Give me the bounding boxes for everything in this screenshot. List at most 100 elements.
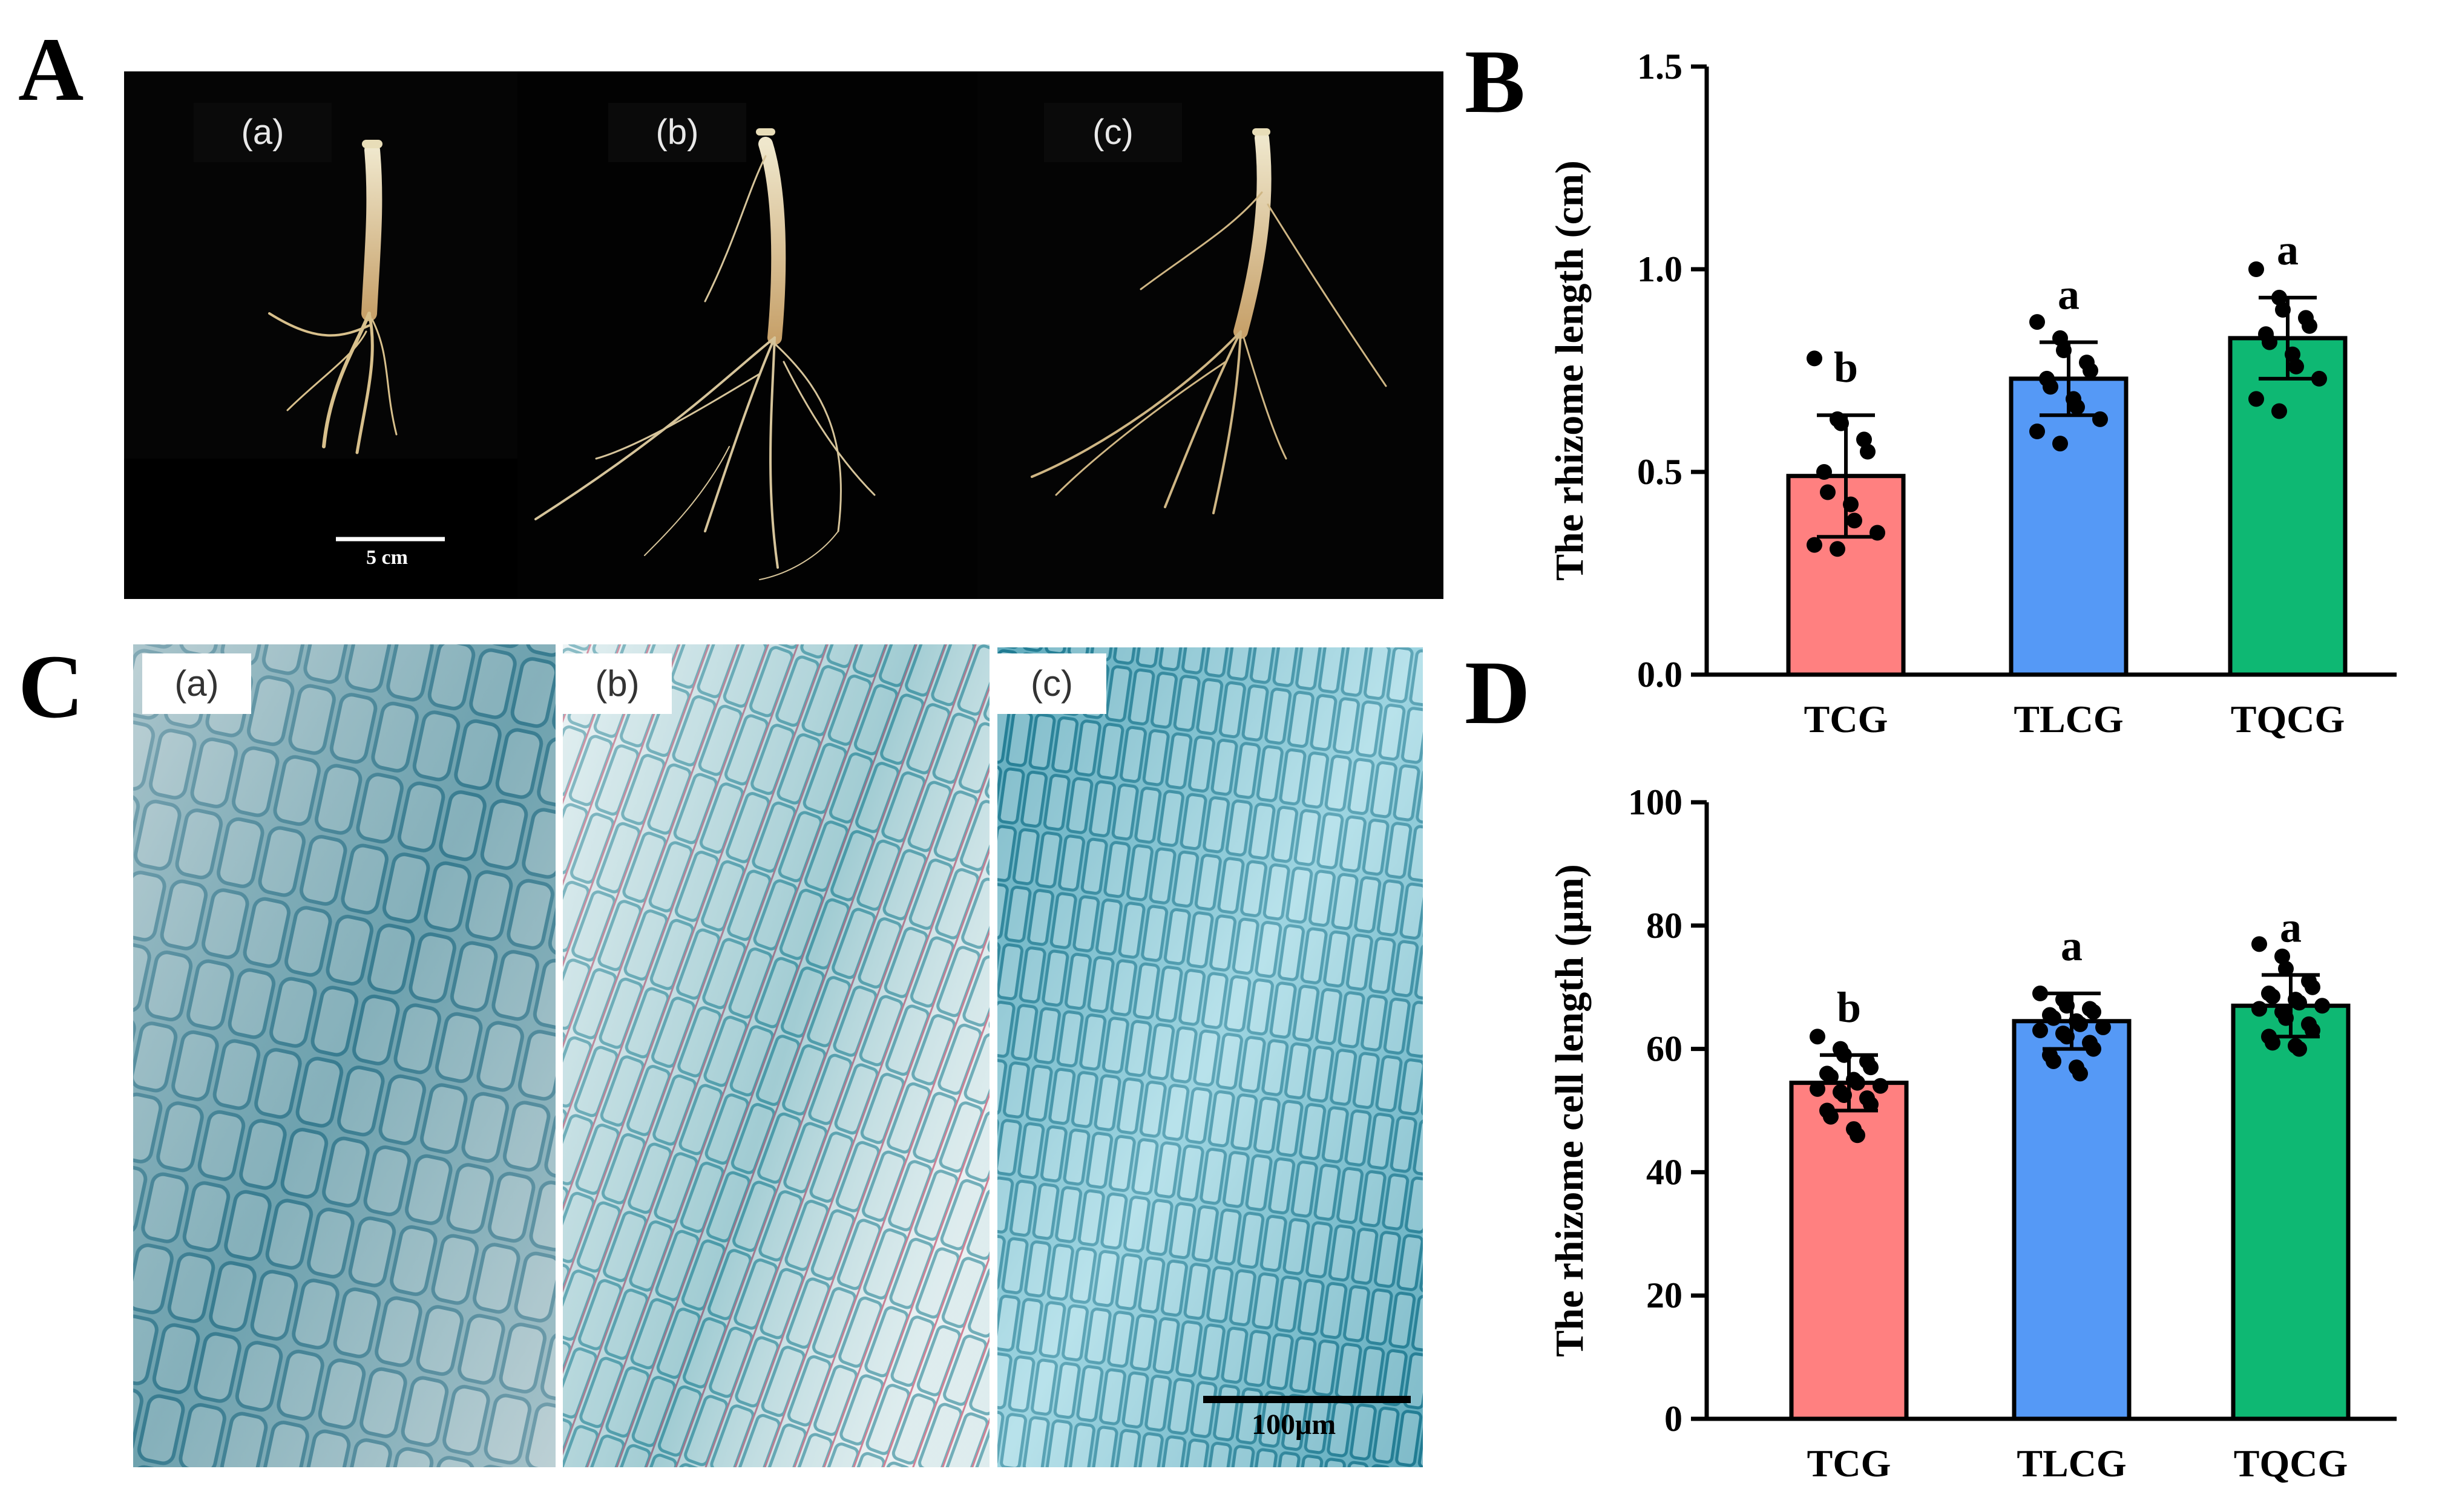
y-axis-label: The rhizome length (cm): [1549, 160, 1592, 581]
photo-sublabel-a: (a): [194, 103, 332, 162]
data-point: [2046, 1010, 2061, 1026]
data-point: [1850, 1127, 1865, 1144]
panel-letter-c: C: [18, 637, 84, 737]
data-point: [2029, 314, 2045, 330]
data-point: [2278, 1010, 2294, 1026]
data-point: [2052, 436, 2068, 452]
data-point: [2274, 948, 2290, 964]
data-point: [2029, 424, 2045, 439]
data-point: [1833, 415, 1849, 431]
y-tick-label: 0.0: [1637, 655, 1682, 695]
micrograph-c: 100μm (c): [997, 647, 1423, 1467]
category-label-tcg: TCG: [1804, 698, 1888, 741]
data-point: [1820, 484, 1836, 500]
data-point: [1823, 1108, 1839, 1125]
significance-label-tqcg: a: [2277, 226, 2299, 274]
data-point: [1863, 1059, 1879, 1076]
data-point: [1836, 1047, 1852, 1063]
data-point: [2302, 318, 2317, 334]
y-tick-label: 100: [1628, 782, 1682, 822]
data-point: [2311, 370, 2327, 387]
data-point: [2314, 998, 2330, 1014]
data-point: [2072, 1065, 2088, 1082]
data-point: [2288, 358, 2304, 375]
root-b-illustration: [534, 128, 876, 580]
data-point: [2032, 985, 2048, 1001]
data-point: [2086, 1041, 2101, 1057]
data-point: [2275, 302, 2291, 318]
micrograph-sublabel-c: (c): [997, 653, 1106, 714]
data-point: [2265, 1035, 2280, 1051]
micrograph-b: (b): [563, 644, 990, 1467]
significance-label-tlcg: a: [2058, 270, 2080, 319]
data-point: [2248, 391, 2264, 407]
data-point: [2069, 399, 2085, 415]
micrograph-b-texture: [563, 644, 990, 1467]
significance-label-tqcg: a: [2280, 903, 2302, 951]
data-point: [2092, 411, 2108, 427]
data-point: [2095, 1019, 2111, 1035]
y-tick-label: 1.0: [1637, 249, 1682, 289]
data-point: [2285, 346, 2300, 362]
y-tick-label: 1.5: [1637, 47, 1682, 87]
data-point: [2059, 998, 2075, 1014]
data-point: [1836, 1087, 1852, 1104]
y-tick-label: 20: [1646, 1275, 1682, 1315]
data-point: [1807, 537, 1822, 553]
chart-rhizome-length: 0.0 0.5 1.0 1.5 The rhizome length (cm) b TCG a…: [1549, 47, 2397, 741]
micrograph-c-texture: 100μm: [997, 647, 1423, 1467]
significance-label-tcg: b: [1837, 983, 1861, 1032]
data-point: [2083, 362, 2098, 379]
data-point: [2265, 988, 2280, 1004]
data-point: [1843, 496, 1859, 512]
scale-bar-100um-label: 100μm: [1252, 1409, 1336, 1441]
data-point: [1846, 512, 1862, 529]
data-point: [1860, 443, 1876, 460]
data-point: [1863, 1096, 1879, 1113]
bar-tqcg: [2228, 336, 2348, 677]
data-point: [2056, 342, 2072, 358]
category-label-tlcg: TLCG: [2017, 1442, 2126, 1485]
data-point: [2291, 1041, 2307, 1057]
panel-letter-b: B: [1465, 31, 1526, 132]
category-label-tlcg: TLCG: [2014, 698, 2123, 741]
data-point: [2046, 1053, 2061, 1069]
data-point: [2043, 379, 2058, 395]
data-point: [1807, 350, 1822, 367]
micrograph-sublabel-b: (b): [563, 653, 672, 714]
micrograph-a: (a): [133, 644, 556, 1467]
significance-label-tlcg: a: [2061, 921, 2083, 970]
y-tick-label: 40: [1646, 1152, 1682, 1192]
panel-letter-a: A: [18, 19, 84, 120]
y-tick-label: 0: [1664, 1399, 1682, 1439]
photo-sublabel-b: (b): [608, 103, 746, 162]
data-point: [2086, 1004, 2101, 1020]
panel-letter-d: D: [1465, 643, 1531, 743]
root-a-illustration: [268, 140, 398, 454]
micrograph-a-texture: [133, 644, 556, 1467]
data-point: [2262, 334, 2277, 350]
data-point: [2032, 1023, 2048, 1039]
y-tick-label: 80: [1646, 906, 1682, 946]
data-point: [2251, 936, 2267, 952]
data-point: [1830, 541, 1845, 557]
data-point: [1816, 464, 1832, 480]
root-photo-panel: (a) (b) (c) 5 cm: [124, 71, 1443, 599]
y-tick-label: 0.5: [1637, 452, 1682, 492]
scale-bar-label: 5 cm: [366, 546, 408, 569]
bar-tqcg: [2231, 1003, 2351, 1421]
data-point: [2305, 1023, 2320, 1039]
chart-rhizome-cell-length: 0 20 40 60 80 100 The rhizome cell length (μm)…: [1549, 782, 2397, 1485]
data-point: [1873, 1078, 1888, 1094]
data-point: [2052, 330, 2068, 346]
data-point: [2059, 1029, 2075, 1045]
data-point: [1810, 1029, 1825, 1045]
y-axis-label: The rhizome cell length (μm): [1549, 864, 1592, 1357]
data-point: [1869, 525, 1885, 541]
data-point: [1856, 431, 1872, 448]
data-point: [2248, 261, 2264, 277]
data-point: [2271, 403, 2287, 419]
data-point: [2291, 995, 2307, 1011]
data-point: [2305, 979, 2320, 995]
significance-label-tcg: b: [1834, 343, 1858, 391]
